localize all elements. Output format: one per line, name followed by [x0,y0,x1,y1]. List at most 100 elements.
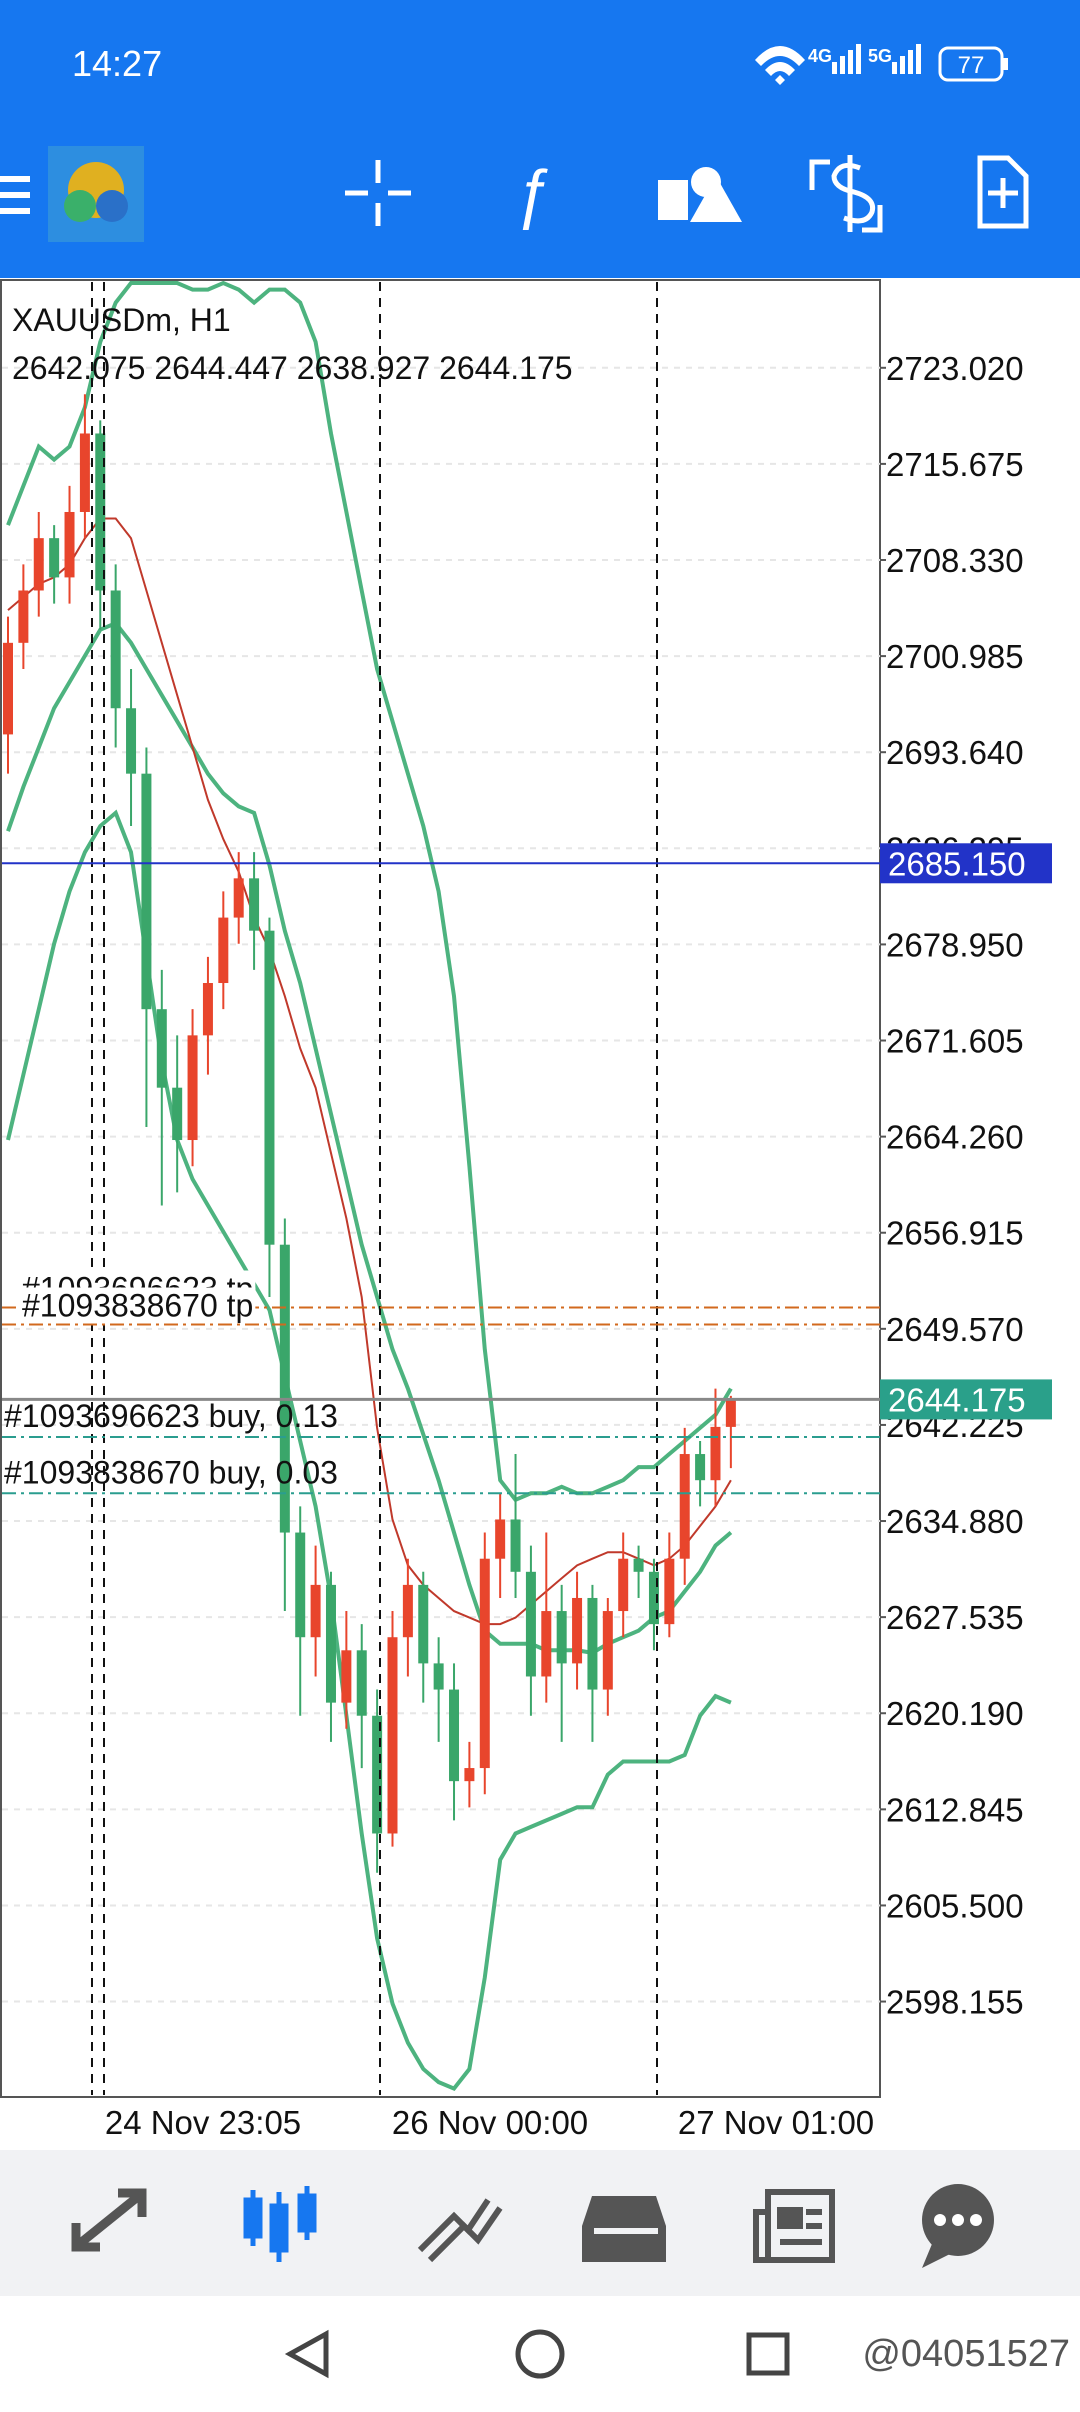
candle-body [279,1244,290,1533]
candle-body [464,1768,475,1782]
new-order-button[interactable] [977,155,1029,229]
candle-body [387,1637,398,1834]
menu-button[interactable] [0,176,30,214]
y-tick-label: 2627.535 [886,1599,1024,1636]
candle-body [95,433,106,591]
candle-body [633,1558,644,1572]
candle-body [541,1611,552,1677]
back-button[interactable] [284,2329,329,2379]
trade-tab[interactable] [417,2198,503,2263]
candle-body [587,1597,598,1690]
y-tick-label: 2620.190 [886,1695,1024,1732]
y-tick-label: 2664.260 [886,1119,1024,1156]
y-tick-label: 2612.845 [886,1791,1024,1828]
news-tab[interactable] [753,2189,835,2263]
chart-tab[interactable] [243,2186,317,2262]
candle-body [18,590,29,643]
candle-body [310,1584,321,1638]
candle-body [418,1584,429,1664]
y-tick-label: 2678.950 [886,926,1024,963]
indicator-line [6,809,732,2092]
recents-button[interactable] [746,2332,790,2376]
objects-button[interactable] [658,167,742,222]
y-tick-label: 2693.640 [886,734,1024,771]
candle-body [187,1035,198,1141]
bottom-nav [0,2150,1080,2296]
battery-tip [1003,58,1008,70]
indicators-button[interactable]: ƒ [514,155,551,230]
y-tick-label: 2598.155 [886,1984,1024,2021]
candle-body [141,773,152,1010]
quotes-tab[interactable] [71,2188,147,2252]
candle-body [233,878,244,918]
candle-body [356,1650,367,1716]
time-label: 26 Nov 00:00 [392,2104,588,2141]
y-tick-label: 2671.605 [886,1023,1024,1060]
candle-body [295,1532,306,1638]
status-time: 14:27 [72,43,162,84]
battery-level: 77 [958,52,985,79]
candle-body [402,1584,413,1638]
candle-body [202,983,213,1036]
svg-text:4G: 4G [808,46,832,66]
candle-body [602,1611,613,1690]
candle-body [3,642,13,735]
candle-body [479,1558,490,1769]
y-tick-label: 2723.020 [886,350,1024,387]
candle-body [218,917,229,984]
history-tab[interactable] [582,2196,666,2262]
candle-body [618,1558,629,1612]
tp-label: #1093838670 tp [22,1288,253,1324]
chart-area [0,279,881,2098]
y-tick-label: 2700.985 [886,638,1024,675]
crosshair-button[interactable] [345,160,411,226]
chart-overlay: 2723.020 2715.675 2708.330 2700.985 2693.640… [2,350,1052,2021]
chat-tab[interactable] [922,2184,994,2268]
candle-body [110,590,121,709]
candle-body [572,1597,583,1664]
candle-body [449,1689,460,1782]
y-tick-label: 2715.675 [886,446,1024,483]
ohlc-close: 2644.175 [439,350,572,386]
system-nav [0,2296,1080,2412]
candle-body [372,1715,383,1834]
order-label: #1093838670 buy, 0.03 [4,1454,338,1490]
alert-price-label: 2685.150 [888,845,1026,882]
candle-body [249,878,260,931]
candle-body [341,1650,352,1703]
candle-body [156,1009,167,1088]
candle-body [556,1611,567,1664]
app-header [0,0,1080,278]
candle-body [325,1584,336,1703]
app-logo[interactable] [48,146,144,242]
candle-body [510,1519,521,1572]
price-box [880,1379,1052,1420]
ohlc-high: 2644.447 [154,350,287,386]
y-tick-label: 2634.880 [886,1503,1024,1540]
status-icons: 4G 5G [755,44,921,85]
y-tick-label: 2605.500 [886,1887,1024,1924]
watermark: @04051527 [862,2333,1070,2375]
candle-body [679,1454,690,1559]
symbol-title: XAUUSDm, H1 [12,302,231,338]
chart [2,280,886,2092]
alert-price-box [880,843,1052,884]
candle-body [495,1519,506,1559]
candle-body [172,1087,183,1141]
period-separators [91,282,658,2095]
candle-body [725,1399,736,1427]
home-button[interactable] [515,2329,565,2379]
candle-body [525,1571,536,1677]
battery [938,46,1004,82]
y-tick-label: 2649.570 [886,1311,1024,1348]
time-label: 24 Nov 23:05 [105,2104,301,2141]
candle-body [264,930,275,1245]
trade-button[interactable] [809,155,883,233]
candle-body [33,538,44,591]
order-label: #1093696623 buy, 0.13 [4,1398,338,1434]
y-tick-label: 2656.915 [886,1215,1024,1252]
price-label: 2644.175 [888,1381,1026,1418]
candle-body [433,1663,444,1690]
candle-body [49,538,60,578]
